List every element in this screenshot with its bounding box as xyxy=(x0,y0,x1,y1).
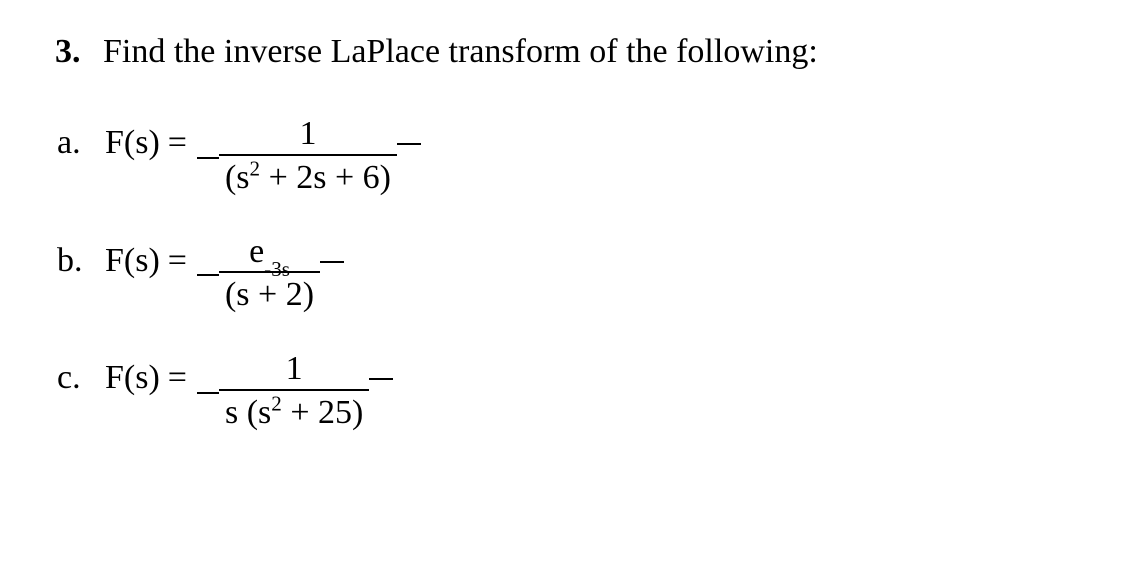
page-root: 3.Find the inverse LaPlace transform of … xyxy=(0,0,1129,460)
fraction-bar xyxy=(219,271,320,273)
part-a: a. F(s) = 1 (s2 + 2s + 6) xyxy=(55,124,1074,195)
part-b-fraction: e-3s (s + 2) xyxy=(197,242,344,313)
part-c-equals: = xyxy=(164,359,197,397)
part-a-numerator: 1 xyxy=(295,116,320,152)
fraction-bar xyxy=(219,154,397,156)
part-c: c. F(s) = 1 s (s2 + 25) xyxy=(55,359,1074,430)
question-line: 3.Find the inverse LaPlace transform of … xyxy=(55,30,1074,74)
fraction-leading-underscore xyxy=(197,274,219,276)
question-number: 3. xyxy=(55,30,103,74)
fraction-body: 1 s (s2 + 25) xyxy=(219,351,369,430)
part-a-fraction: 1 (s2 + 2s + 6) xyxy=(197,124,421,195)
part-c-denominator: s (s2 + 25) xyxy=(219,393,369,431)
part-a-lhs: F(s) xyxy=(105,124,164,162)
question-stem: Find the inverse LaPlace transform of th… xyxy=(103,33,818,70)
fraction-bar xyxy=(219,389,369,391)
fraction-leading-underscore xyxy=(197,392,219,394)
part-b-label: b. xyxy=(57,242,105,280)
fraction-trailing-underscore xyxy=(397,143,421,145)
part-a-label: a. xyxy=(57,124,105,162)
part-a-denominator: (s2 + 2s + 6) xyxy=(219,158,397,196)
fraction-leading-underscore xyxy=(197,157,219,159)
fraction-trailing-underscore xyxy=(320,261,344,263)
part-c-numerator: 1 xyxy=(282,351,307,387)
part-b-numerator: e-3s xyxy=(245,234,294,270)
fraction-trailing-underscore xyxy=(369,378,393,380)
part-b-lhs: F(s) xyxy=(105,242,164,280)
fraction-body: 1 (s2 + 2s + 6) xyxy=(219,116,397,195)
part-b-denominator: (s + 2) xyxy=(219,275,320,313)
part-b-equals: = xyxy=(164,242,197,280)
part-c-label: c. xyxy=(57,359,105,397)
part-c-fraction: 1 s (s2 + 25) xyxy=(197,359,393,430)
part-b: b. F(s) = e-3s (s + 2) xyxy=(55,242,1074,313)
fraction-body: e-3s (s + 2) xyxy=(219,234,320,313)
part-a-equals: = xyxy=(164,124,197,162)
part-c-lhs: F(s) xyxy=(105,359,164,397)
